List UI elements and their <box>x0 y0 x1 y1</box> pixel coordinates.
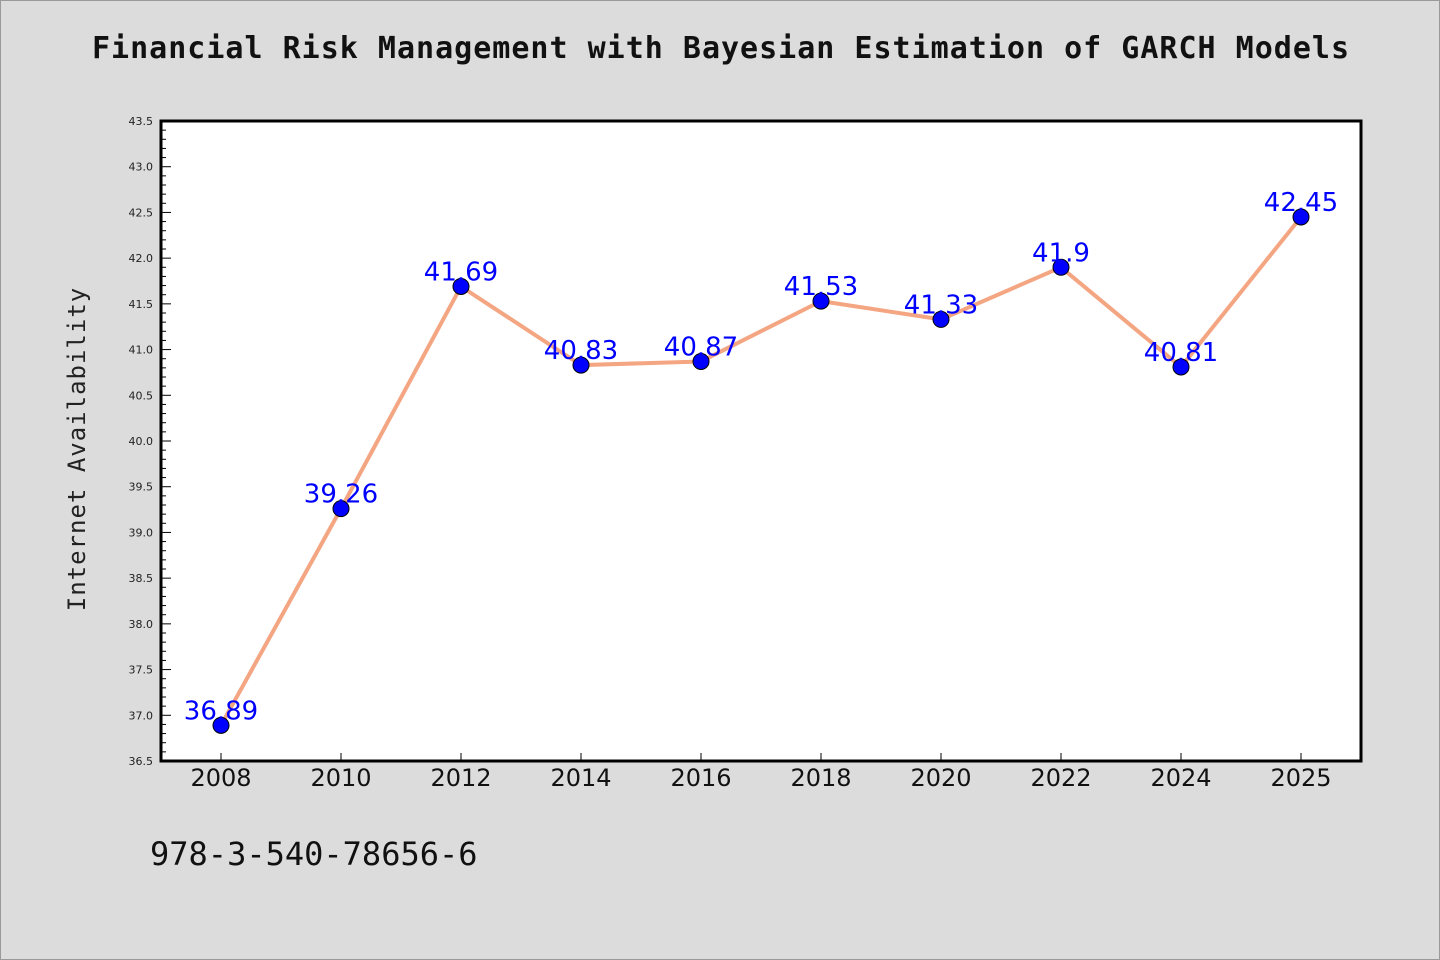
x-tick-label: 2012 <box>430 764 491 792</box>
data-label: 40.83 <box>544 336 618 366</box>
x-tick-label: 2018 <box>790 764 851 792</box>
data-point <box>572 356 590 374</box>
x-tick-label: 2022 <box>1030 764 1091 792</box>
data-label: 39.26 <box>304 480 378 510</box>
data-point <box>332 500 350 518</box>
x-tick-label: 2010 <box>310 764 371 792</box>
y-tick-label: 38.5 <box>129 572 154 585</box>
data-point <box>212 716 230 734</box>
data-label: 40.87 <box>664 332 738 362</box>
y-tick-label: 43.0 <box>129 161 154 174</box>
y-tick-label: 37.5 <box>129 664 154 677</box>
data-label: 40.81 <box>1144 338 1218 368</box>
footer-code: 978-3-540-78656-6 <box>150 835 478 873</box>
data-label: 41.69 <box>424 257 498 287</box>
y-tick-label: 40.0 <box>129 435 154 448</box>
data-label: 36.89 <box>184 696 258 726</box>
x-tick-label: 2014 <box>550 764 611 792</box>
y-tick-label: 39.0 <box>129 526 154 539</box>
y-tick-label: 39.5 <box>129 481 154 494</box>
data-point <box>812 292 830 310</box>
data-point <box>932 310 950 328</box>
x-tick-label: 2008 <box>190 764 251 792</box>
y-tick-label: 43.5 <box>129 115 154 128</box>
data-point <box>1052 258 1070 276</box>
data-label: 41.9 <box>1032 238 1090 268</box>
data-label: 41.33 <box>904 290 978 320</box>
y-tick-label: 41.0 <box>129 344 154 357</box>
data-point <box>692 352 710 370</box>
series-group: 36.89 39.26 41.69 40.83 40.87 41.53 41.33 41.9 4… <box>184 188 1338 734</box>
y-axis: 36.5 37.0 37.5 38.0 38.5 39.0 39.5 40.0 40.5 41.0… <box>129 115 171 768</box>
y-tick-label: 37.0 <box>129 709 154 722</box>
y-tick-label: 38.0 <box>129 618 154 631</box>
y-tick-label: 41.5 <box>129 298 154 311</box>
data-point <box>452 277 470 295</box>
x-tick-label: 2024 <box>1150 764 1211 792</box>
series-line <box>219 215 1303 727</box>
chart-title: Financial Risk Management with Bayesian … <box>91 31 1351 66</box>
data-label: 41.53 <box>784 272 858 302</box>
data-point <box>1172 358 1190 376</box>
y-tick-label: 40.5 <box>129 389 154 402</box>
plot-background <box>161 121 1361 761</box>
y-tick-label: 36.5 <box>129 755 154 768</box>
y-tick-label: 42.0 <box>129 252 154 265</box>
x-tick-label: 2020 <box>910 764 971 792</box>
data-point <box>1292 208 1310 226</box>
x-tick-label: 2016 <box>670 764 731 792</box>
x-axis: 2008 2010 2012 2014 2016 2018 2020 2022 2024 2025 <box>190 753 1332 792</box>
data-label: 42.45 <box>1264 188 1338 218</box>
x-tick-label: 2025 <box>1270 764 1331 792</box>
plot-frame <box>159 119 1363 763</box>
y-tick-label: 42.5 <box>129 206 154 219</box>
